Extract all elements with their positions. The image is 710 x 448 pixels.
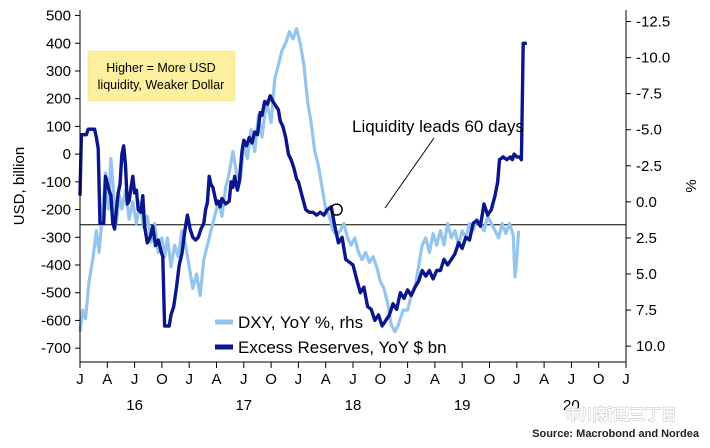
x-month-label: O	[265, 371, 277, 388]
right-tick-label: -5.0	[636, 122, 662, 139]
x-month-label: J	[240, 371, 248, 388]
annotation-box-line2: liquidity, Weaker Dollar	[98, 78, 225, 92]
x-month-label: O	[374, 371, 386, 388]
left-axis: 500 400 300 200 100 0 -100 -200 -300 -400 -500 -600…	[41, 8, 81, 362]
right-tick-label: -12.5	[636, 14, 670, 31]
left-tick-label: 100	[46, 118, 71, 135]
x-month-label: J	[622, 371, 630, 388]
left-tick-label: -700	[41, 340, 71, 357]
left-tick-label: 400	[46, 35, 71, 52]
annotation-box-line1: Higher = More USD	[106, 61, 215, 75]
right-tick-label: -7.5	[636, 86, 662, 103]
legend: DXY, YoY %, rhs Excess Reserves, YoY $ b…	[215, 313, 447, 357]
source-note: Source: Macrobond and Nordea	[532, 428, 700, 440]
left-axis-label: USD, billion	[11, 147, 28, 225]
left-tick-label: -200	[41, 202, 71, 219]
x-month-label: J	[568, 371, 576, 388]
x-month-label: O	[156, 371, 168, 388]
right-axis: -12.5 -10.0 -7.5 -5.0 -2.5 0.0 2.5 5.0 7.5 10.0	[625, 10, 670, 362]
series-dxy-line	[78, 27, 521, 334]
x-month-label: A	[430, 371, 440, 388]
left-tick-label: -600	[41, 312, 71, 329]
x-month-label: J	[458, 371, 466, 388]
x-month-label: J	[76, 371, 84, 388]
left-tick-label: 0	[63, 146, 71, 163]
x-year-label: 20	[563, 397, 580, 414]
x-year-label: 18	[345, 397, 362, 414]
plot-lines	[78, 27, 626, 334]
x-month-label: J	[513, 371, 521, 388]
x-month-label: A	[321, 371, 331, 388]
legend-label-reserves: Excess Reserves, YoY $ bn	[238, 338, 447, 357]
watermark: 市川新田三丁目	[565, 405, 677, 424]
callout-arrow	[384, 137, 435, 209]
right-tick-label: -2.5	[636, 158, 662, 175]
series-reserves-line	[78, 41, 527, 328]
legend-label-dxy: DXY, YoY %, rhs	[238, 313, 363, 332]
annotation-box-bg	[87, 50, 236, 102]
left-tick-label: 300	[46, 63, 71, 80]
x-month-label: J	[349, 371, 357, 388]
x-month-label: A	[211, 371, 221, 388]
x-month-label: O	[484, 371, 496, 388]
x-month-label: A	[102, 371, 112, 388]
x-month-label: J	[295, 371, 303, 388]
x-month-label: J	[404, 371, 412, 388]
callout: Liquidity leads 60 days	[330, 117, 524, 216]
left-tick-label: -100	[41, 174, 71, 191]
callout-circle	[330, 203, 343, 216]
right-tick-label: 10.0	[636, 338, 665, 355]
right-tick-label: 5.0	[636, 266, 657, 283]
left-tick-label: -400	[41, 257, 71, 274]
right-tick-label: 0.0	[636, 194, 657, 211]
x-axis: J A J O J A J O J A J O J A J O J A J O J16 17 18 19 20	[76, 361, 630, 414]
right-tick-label: 2.5	[636, 230, 657, 247]
left-tick-label: 200	[46, 91, 71, 108]
x-month-label: J	[185, 371, 193, 388]
x-month-label: A	[539, 371, 549, 388]
right-axis-label: %	[683, 179, 700, 192]
x-month-label: J	[131, 371, 139, 388]
callout-text: Liquidity leads 60 days	[352, 117, 524, 136]
x-year-label: 16	[126, 397, 143, 414]
x-year-label: 19	[454, 397, 471, 414]
annotation-box: Higher = More USD liquidity, Weaker Doll…	[87, 50, 236, 102]
left-tick-label: -300	[41, 229, 71, 246]
x-month-label: O	[593, 371, 605, 388]
right-tick-label: -10.0	[636, 50, 670, 67]
left-tick-label: 500	[46, 8, 71, 25]
left-tick-label: -500	[41, 285, 71, 302]
x-year-label: 17	[235, 397, 252, 414]
right-tick-label: 7.5	[636, 302, 657, 319]
